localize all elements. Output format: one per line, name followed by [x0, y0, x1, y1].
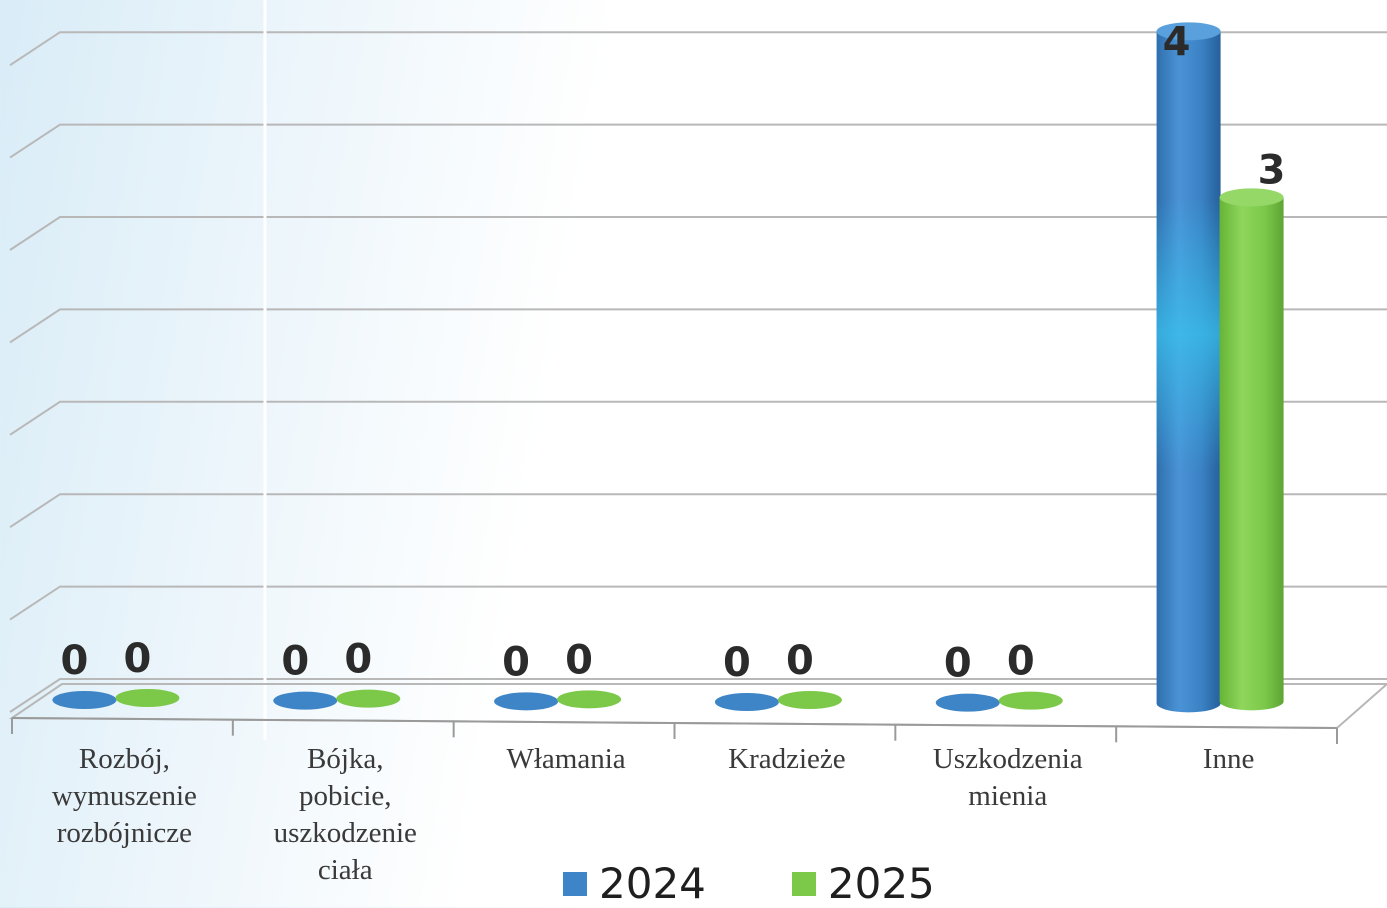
value-label-2024-0: 0	[60, 638, 88, 684]
value-label-2024-2: 0	[502, 639, 530, 685]
legend-label-2024: 2024	[599, 859, 706, 908]
gridline	[9, 31, 1387, 67]
category-label-1: Bójka, pobicie, uszkodzenie ciała	[273, 743, 417, 886]
value-label-2025-3: 0	[786, 638, 814, 684]
legend-item-2024: 2024	[563, 862, 706, 906]
bar-2024-4	[935, 693, 1000, 712]
value-label-2024-3: 0	[723, 640, 751, 686]
bar-2024-5	[1156, 22, 1221, 713]
legend: 2024 2025	[563, 862, 935, 906]
x-axis	[8, 683, 1387, 744]
value-label-2025-4: 0	[1007, 639, 1035, 685]
value-label-2024-1: 0	[281, 639, 309, 685]
category-label-5: Inne	[1202, 743, 1255, 775]
bar-2024-2	[494, 692, 559, 711]
value-label-2025-2: 0	[565, 637, 593, 683]
gridline	[9, 216, 1387, 251]
category-label-0: Rozbój, wymuszenie rozbójnicze	[51, 743, 197, 849]
value-label-2024-5: 4	[1163, 19, 1191, 65]
legend-swatch-2024	[563, 872, 587, 896]
bar-2024-0	[52, 691, 117, 709]
bar-2024-1	[273, 691, 338, 710]
legend-swatch-2025	[791, 872, 816, 896]
value-labels: 0 0 0 0 0 0 0 0 0 043	[60, 19, 1285, 686]
legend-label-2025: 2025	[827, 859, 935, 908]
value-label-2025-0: 0	[123, 636, 151, 682]
category-label-3: Kradzieże	[728, 743, 846, 775]
gridline	[9, 493, 1387, 529]
category-label-2: Włamania	[506, 743, 626, 775]
gridline	[9, 678, 1387, 713]
bar-2025-0	[115, 689, 180, 707]
bar-2025-2	[557, 690, 622, 709]
bar-2025-1	[336, 689, 401, 708]
value-label-2025-5: 3	[1258, 147, 1286, 193]
bar-2024-3	[714, 693, 779, 711]
bar-2025-4	[998, 691, 1063, 710]
gridline	[9, 123, 1387, 159]
bar-2025-3	[777, 691, 842, 709]
bars	[52, 22, 1284, 713]
legend-item-2025: 2025	[791, 859, 935, 908]
value-label-2025-1: 0	[344, 637, 372, 683]
gridline	[9, 308, 1387, 344]
bar-2025-5	[1219, 188, 1284, 711]
gridline	[9, 585, 1387, 621]
value-label-2024-4: 0	[944, 641, 972, 687]
category-label-4: Uszkodzenia mienia	[932, 743, 1083, 812]
gridline	[9, 400, 1387, 436]
gridlines	[9, 0, 1387, 740]
